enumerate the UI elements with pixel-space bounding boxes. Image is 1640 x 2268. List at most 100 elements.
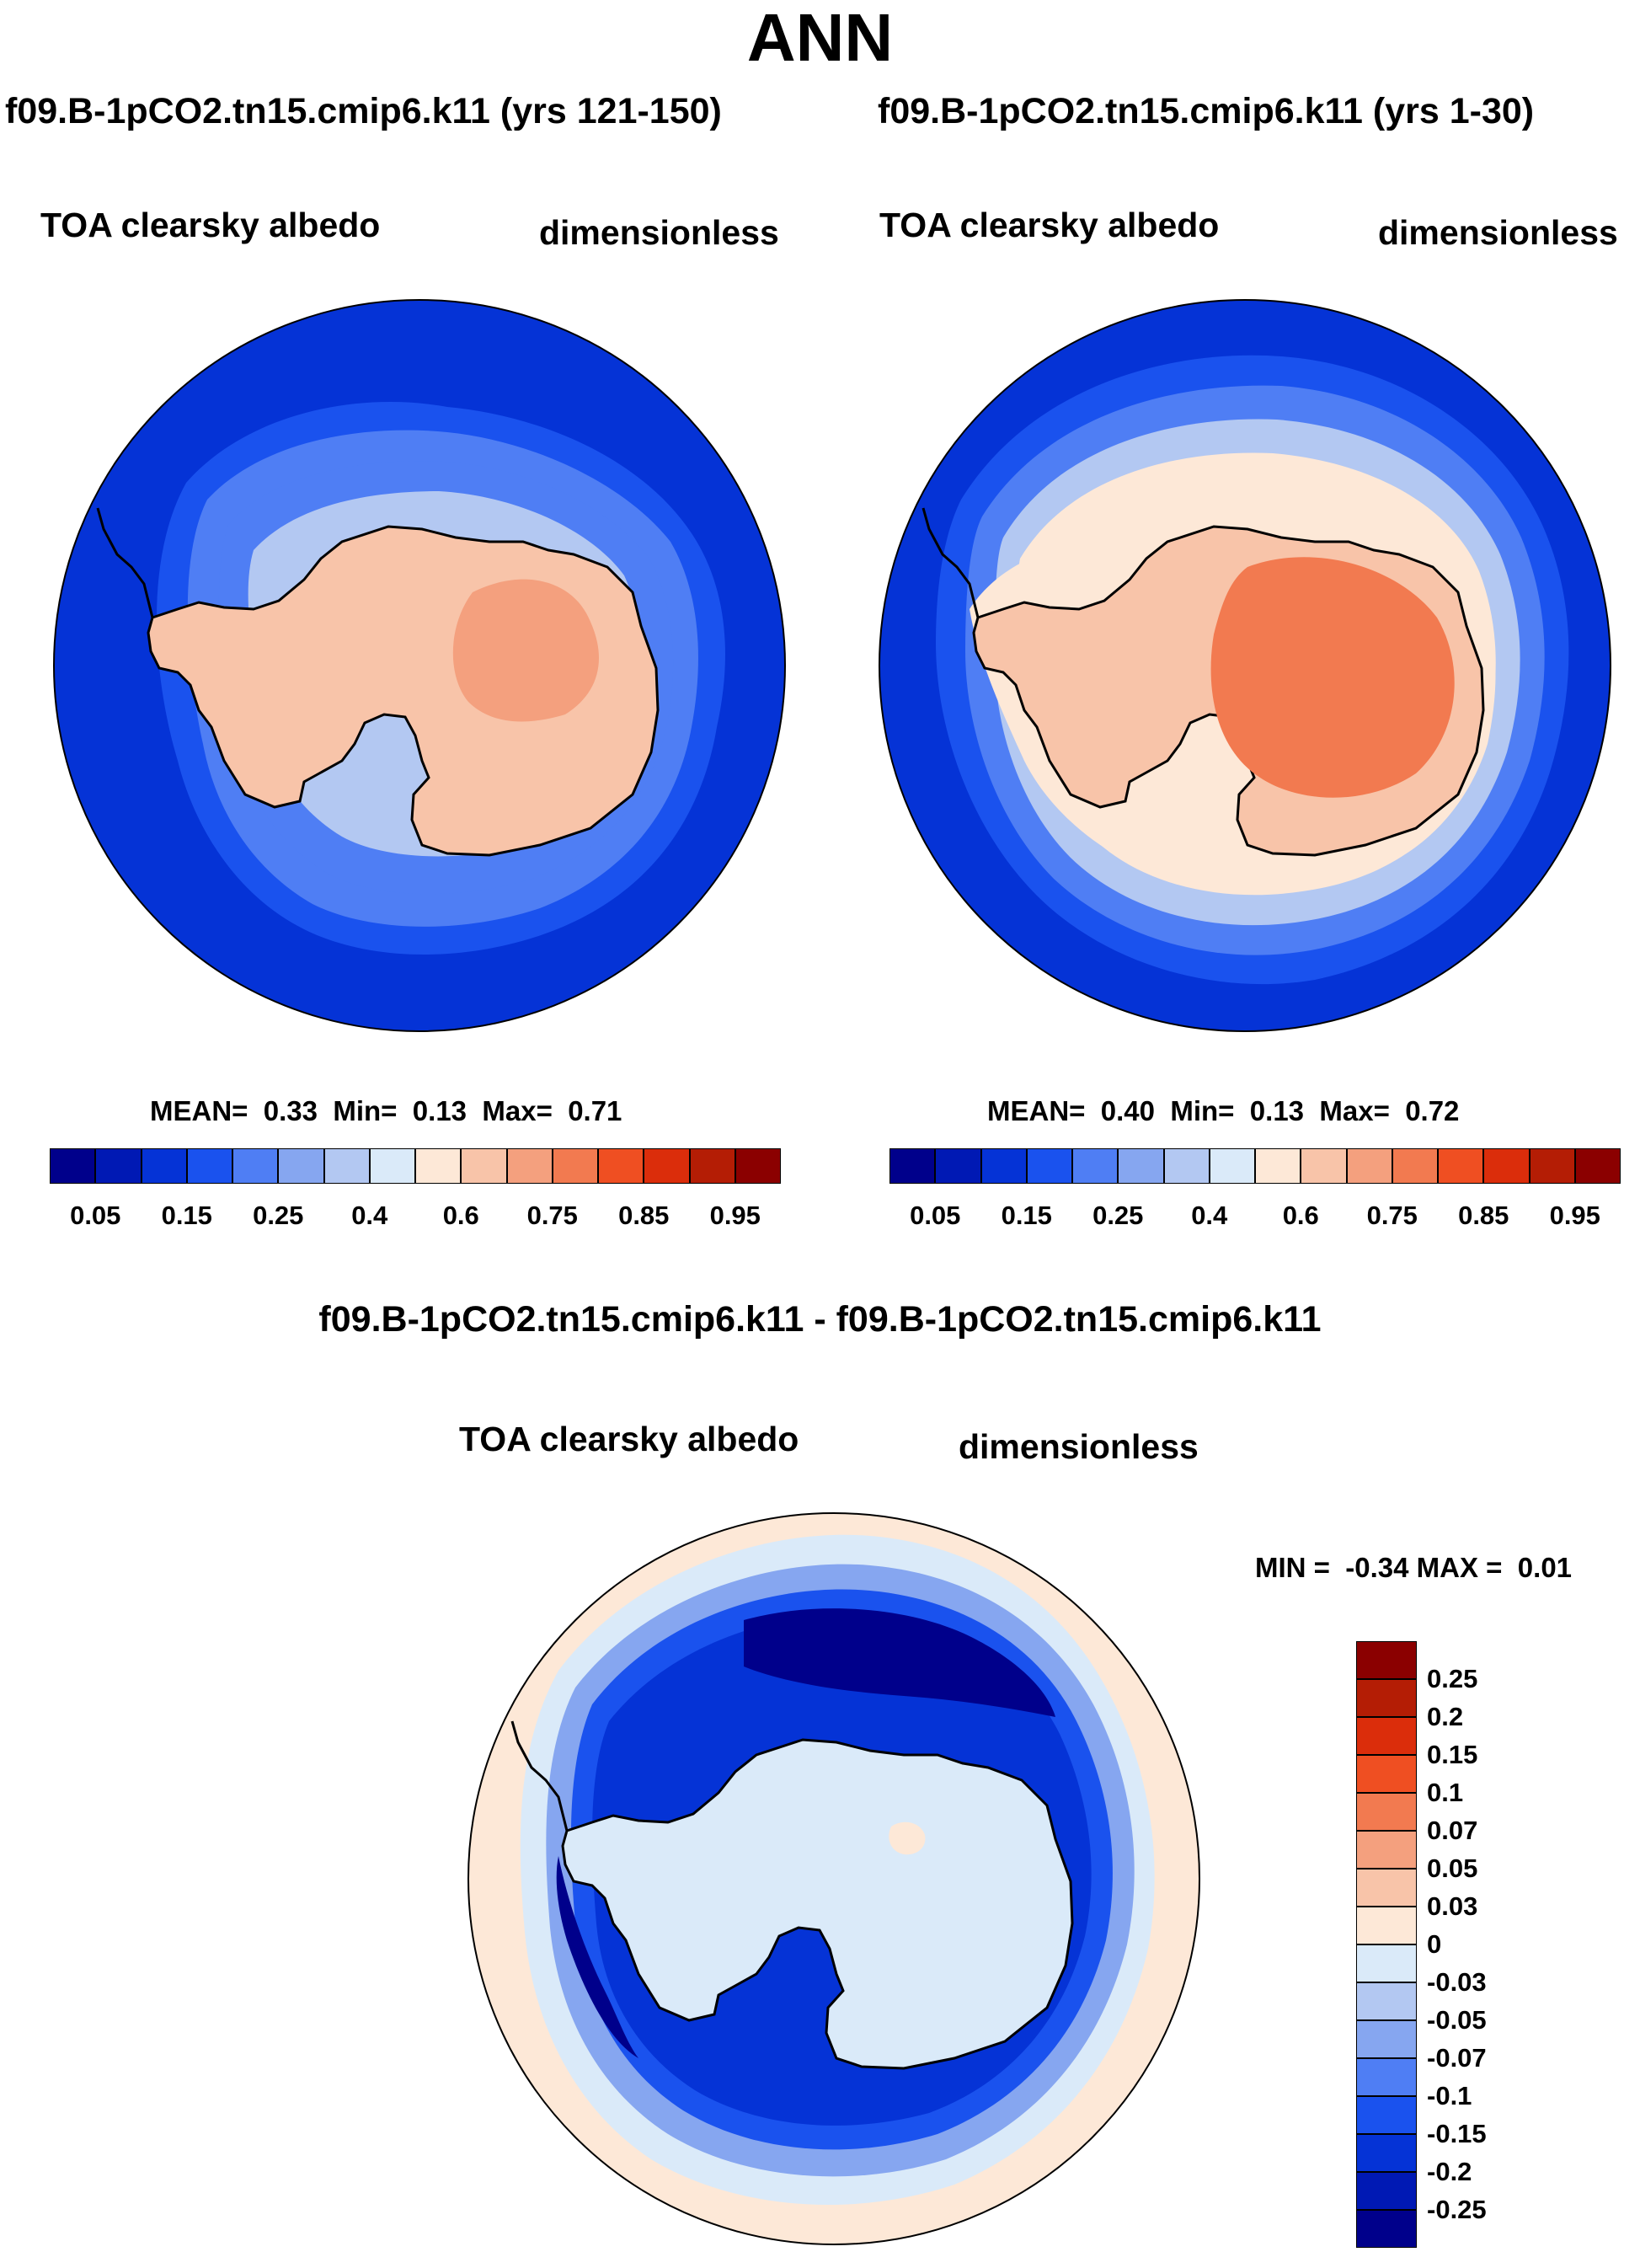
diff-colorbar-box <box>1356 1793 1417 1831</box>
right-max-value: 0.72 <box>1405 1095 1460 1126</box>
right-colorbar-box <box>1346 1148 1392 1184</box>
diff-colorbar-box <box>1356 1831 1417 1869</box>
left-polar-map <box>53 299 786 1032</box>
diff-colorbar-box <box>1356 2058 1417 2096</box>
diff-colorbar-box <box>1356 2020 1417 2058</box>
right-colorbar-box <box>1392 1148 1438 1184</box>
right-colorbar-box <box>1438 1148 1484 1184</box>
diff-map-peninsula-coast <box>510 1720 569 1832</box>
diff-polar-map <box>467 1512 1200 2245</box>
left-colorbar-box <box>415 1148 462 1184</box>
right-panel-variable-label: TOA clearsky albedo <box>879 206 1220 244</box>
right-colorbar-tick-label: 0.4 <box>1191 1201 1228 1230</box>
left-colorbar-box <box>735 1148 781 1184</box>
right-colorbar-box <box>1072 1148 1119 1184</box>
diff-colorbar-box <box>1356 1717 1417 1755</box>
left-panel-variable-label: TOA clearsky albedo <box>40 206 381 244</box>
diff-colorbar-tick-label: -0.15 <box>1427 2119 1487 2148</box>
right-colorbar-box <box>889 1148 936 1184</box>
right-colorbar-tick-label: 0.15 <box>1001 1201 1052 1230</box>
diff-colorbar-tick-label: -0.07 <box>1427 2043 1487 2073</box>
diff-colorbar-tick-label: -0.25 <box>1427 2195 1487 2224</box>
left-colorbar-box <box>598 1148 644 1184</box>
diff-colorbar-box <box>1356 2134 1417 2172</box>
left-panel-case-title: f09.B-1pCO2.tn15.cmip6.k11 (yrs 121-150) <box>5 91 722 131</box>
left-colorbar-box <box>141 1148 187 1184</box>
left-colorbar-box <box>232 1148 279 1184</box>
diff-colorbar-box <box>1356 2172 1417 2210</box>
right-colorbar-tick-label: 0.75 <box>1366 1201 1418 1230</box>
diff-colorbar-box <box>1356 1907 1417 1944</box>
diff-panel-variable-label: TOA clearsky albedo <box>459 1420 799 1458</box>
right-colorbar-tick-label: 0.95 <box>1549 1201 1600 1230</box>
diff-min-value: -0.34 <box>1345 1552 1409 1583</box>
diff-panel-stats: MIN = -0.34 MAX = 0.01 <box>1255 1552 1573 1583</box>
right-colorbar-box <box>1163 1148 1210 1184</box>
left-colorbar-tick-label: 0.05 <box>70 1201 121 1230</box>
diff-colorbar-tick-label: 0 <box>1427 1929 1442 1959</box>
diff-colorbar-tick-label: 0.07 <box>1427 1816 1478 1845</box>
diff-panel-case-title: f09.B-1pCO2.tn15.cmip6.k11 - f09.B-1pCO2… <box>318 1299 1322 1340</box>
right-colorbar-tick-label: 0.05 <box>910 1201 961 1230</box>
diff-colorbar-tick-label: -0.03 <box>1427 1967 1487 1997</box>
diff-colorbar-box <box>1356 1982 1417 2020</box>
diff-colorbar-box <box>1356 1679 1417 1717</box>
right-panel-case-title: f09.B-1pCO2.tn15.cmip6.k11 (yrs 1-30) <box>878 91 1535 131</box>
right-colorbar-tick-label: 0.25 <box>1092 1201 1144 1230</box>
left-map-plateau <box>452 579 599 722</box>
right-map-plateau <box>1210 557 1455 798</box>
left-mean-value: 0.33 <box>263 1095 318 1126</box>
diff-colorbar-box <box>1356 1869 1417 1907</box>
right-panel-stats: MEAN= 0.40 Min= 0.13 Max= 0.72 <box>987 1095 1460 1126</box>
left-colorbar-box <box>506 1148 553 1184</box>
left-colorbar-tick-label: 0.85 <box>618 1201 670 1230</box>
left-max-value: 0.71 <box>568 1095 622 1126</box>
left-colorbar-box <box>644 1148 690 1184</box>
diff-colorbar-tick-label: 0.03 <box>1427 1891 1478 1921</box>
left-panel-stats: MEAN= 0.33 Min= 0.13 Max= 0.71 <box>150 1095 622 1126</box>
left-colorbar-tick-label: 0.75 <box>526 1201 578 1230</box>
diff-colorbar-box <box>1356 2096 1417 2134</box>
left-panel-units-label: dimensionless <box>539 213 779 252</box>
left-colorbar-box <box>323 1148 370 1184</box>
diff-max-value: 0.01 <box>1517 1552 1573 1583</box>
right-colorbar-box <box>1118 1148 1164 1184</box>
diff-colorbar-tick-label: 0.1 <box>1427 1778 1464 1807</box>
diff-colorbar-tick-label: 0.05 <box>1427 1853 1478 1883</box>
right-colorbar-tick-label: 0.85 <box>1458 1201 1509 1230</box>
right-colorbar-box <box>935 1148 981 1184</box>
right-colorbar-box <box>1301 1148 1347 1184</box>
left-colorbar-box <box>50 1148 96 1184</box>
right-colorbar-box <box>980 1148 1027 1184</box>
left-min-value: 0.13 <box>412 1095 467 1126</box>
diff-colorbar-tick-label: -0.1 <box>1427 2081 1472 2110</box>
right-mean-value: 0.40 <box>1100 1095 1156 1126</box>
left-colorbar-box <box>186 1148 232 1184</box>
diff-map-plateau-spot <box>889 1821 926 1855</box>
diff-map-field-ring-d-west <box>556 1856 638 2058</box>
right-map-peninsula-coast <box>921 507 980 618</box>
left-colorbar-tick-label: 0.6 <box>442 1201 479 1230</box>
left-colorbar-tick-label: 0.4 <box>351 1201 388 1230</box>
diff-colorbar-box <box>1356 1944 1417 1982</box>
diff-colorbar-box <box>1356 1641 1417 1679</box>
left-colorbar-box <box>369 1148 415 1184</box>
diff-colorbar-tick-label: 0.2 <box>1427 1702 1464 1731</box>
left-colorbar-tick-label: 0.95 <box>709 1201 761 1230</box>
right-colorbar-tick-label: 0.6 <box>1282 1201 1319 1230</box>
left-colorbar-box <box>461 1148 507 1184</box>
diff-colorbar-tick-label: 0.25 <box>1427 1664 1478 1693</box>
diff-map-antarctica <box>561 1738 1074 2070</box>
diff-colorbar-tick-label: -0.2 <box>1427 2157 1472 2186</box>
right-colorbar-box <box>1483 1148 1530 1184</box>
left-colorbar-tick-label: 0.25 <box>253 1201 304 1230</box>
right-colorbar-box <box>1209 1148 1255 1184</box>
diff-colorbar-box <box>1356 2210 1417 2248</box>
diff-colorbar-tick-label: 0.15 <box>1427 1740 1478 1769</box>
right-min-value: 0.13 <box>1249 1095 1305 1126</box>
left-colorbar-tick-label: 0.15 <box>161 1201 212 1230</box>
diff-colorbar-tick-label: -0.05 <box>1427 2005 1487 2035</box>
right-colorbar-box <box>1574 1148 1621 1184</box>
diff-panel-units-label: dimensionless <box>959 1427 1199 1466</box>
left-colorbar-box <box>689 1148 735 1184</box>
